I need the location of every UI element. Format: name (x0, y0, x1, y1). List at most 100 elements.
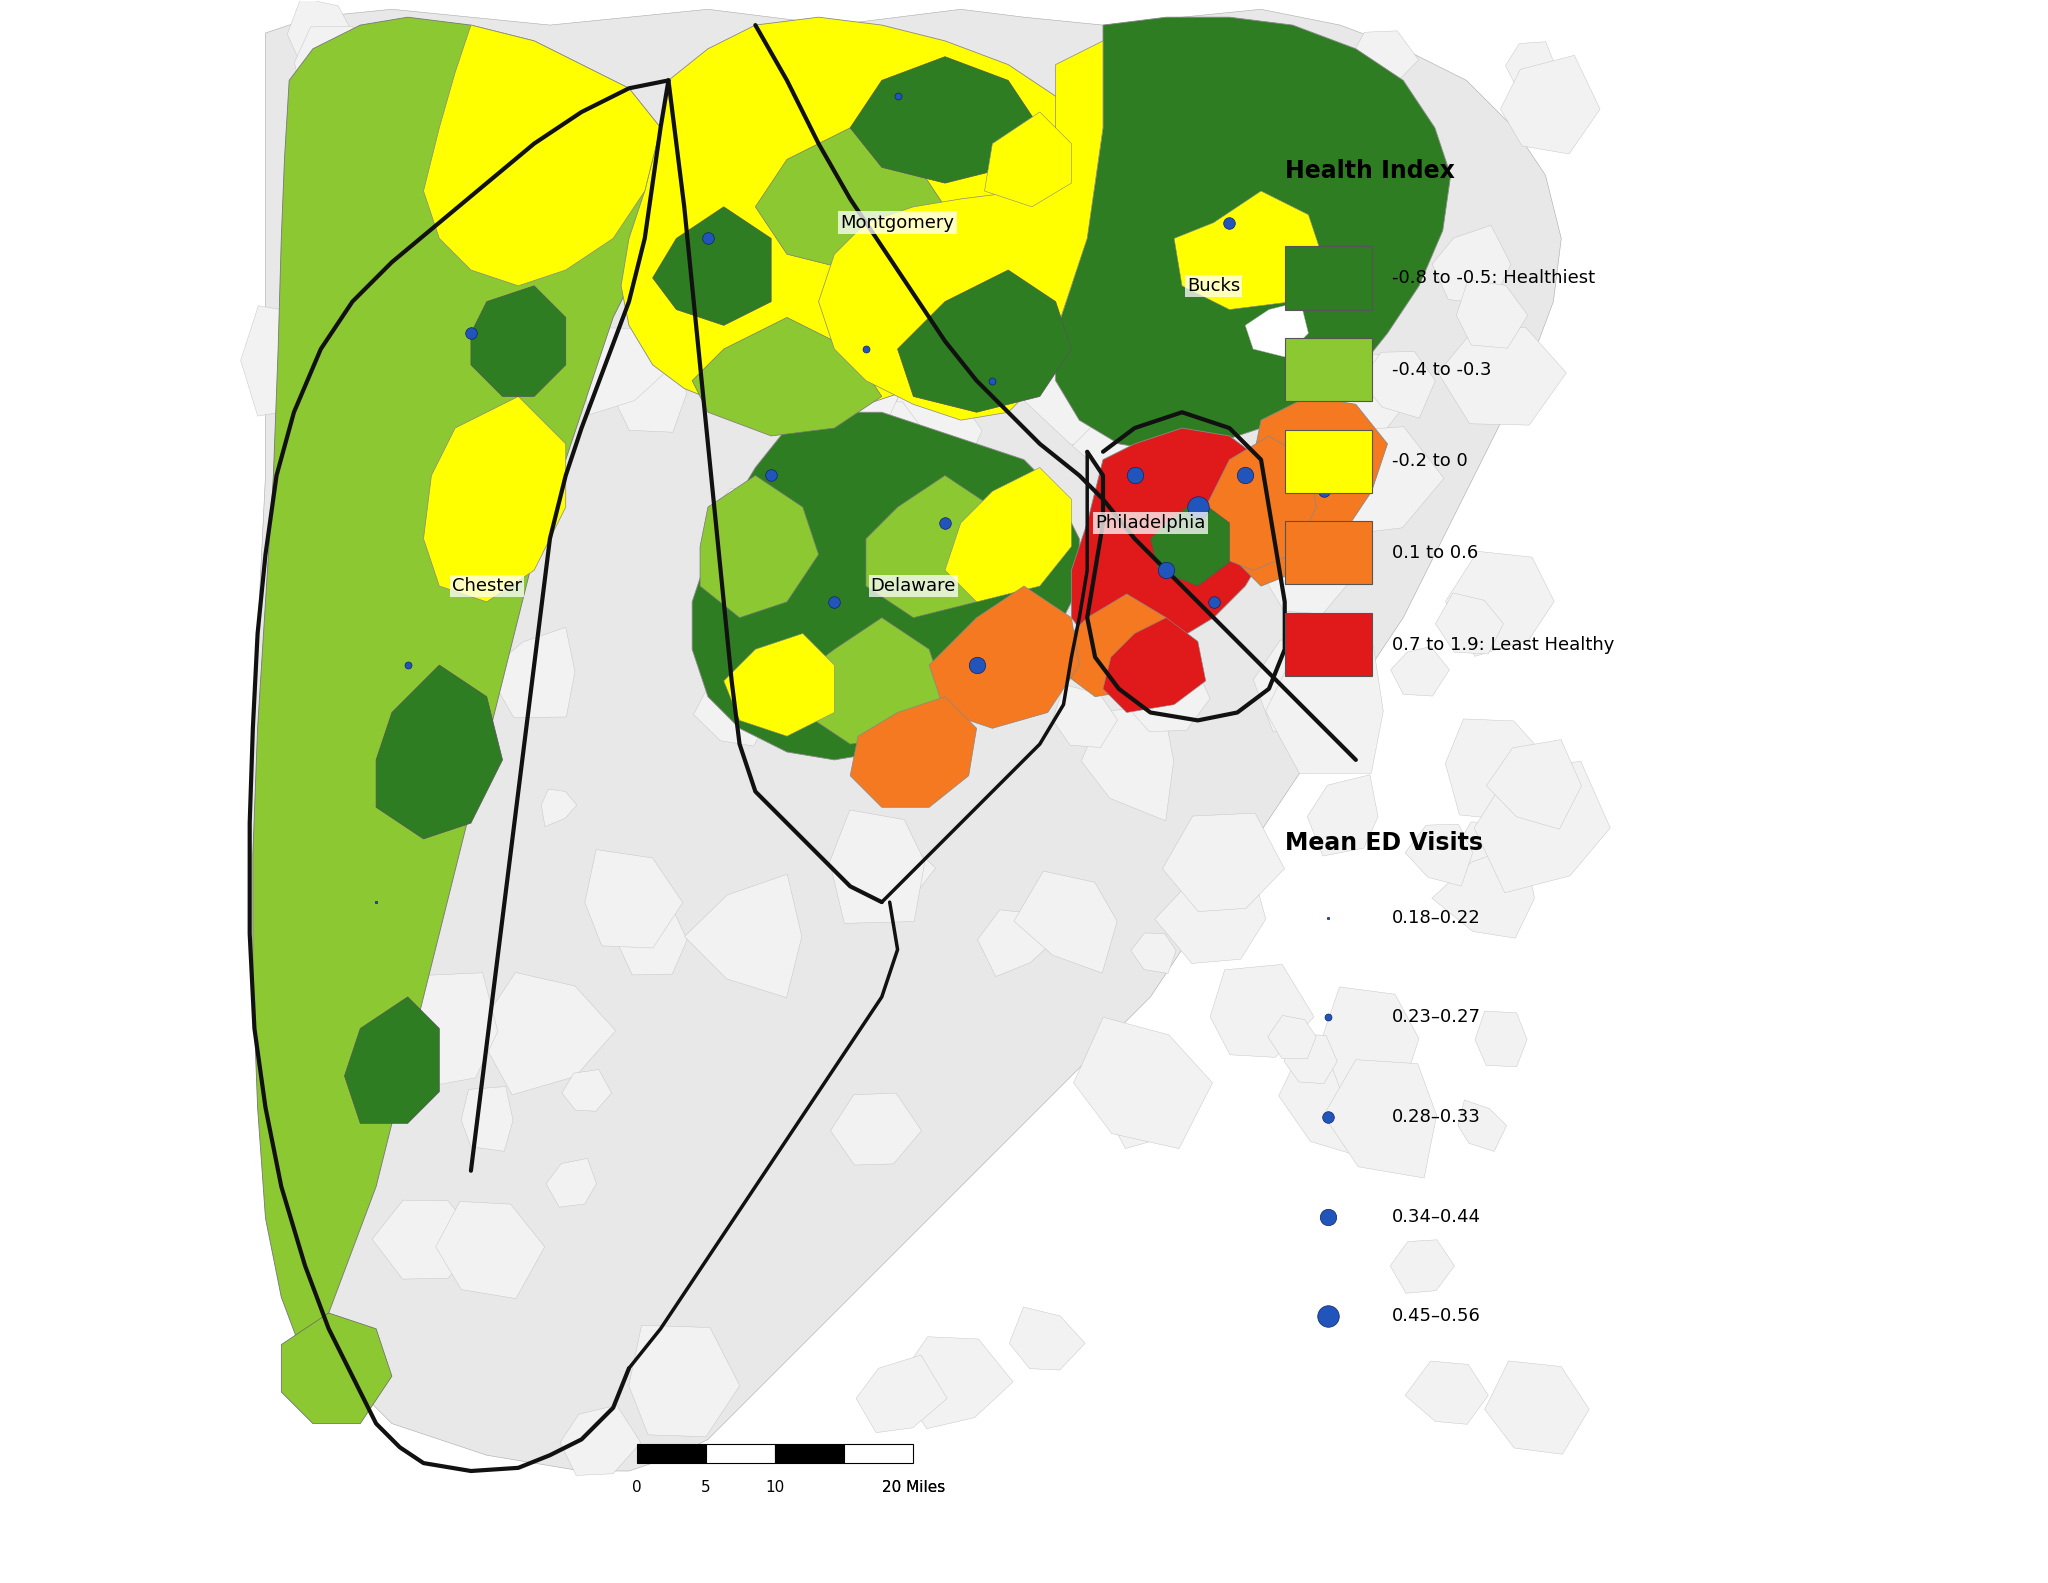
Text: 20 Miles: 20 Miles (883, 1480, 944, 1494)
Polygon shape (653, 207, 772, 326)
Text: 0.1 to 0.6: 0.1 to 0.6 (1393, 545, 1479, 562)
Point (328, 1512, 360, 1537)
Polygon shape (1014, 871, 1116, 974)
Polygon shape (377, 665, 502, 839)
Polygon shape (692, 318, 883, 435)
Polygon shape (371, 741, 471, 820)
Polygon shape (1456, 822, 1530, 888)
Polygon shape (1130, 932, 1176, 974)
Polygon shape (487, 627, 575, 717)
Text: 0.45–0.56: 0.45–0.56 (1393, 1308, 1481, 1325)
Text: -0.8 to -0.5: Healthiest: -0.8 to -0.5: Healthiest (1393, 269, 1595, 287)
Polygon shape (367, 271, 428, 325)
FancyBboxPatch shape (1284, 247, 1372, 310)
Polygon shape (1350, 30, 1419, 93)
Polygon shape (547, 1159, 596, 1208)
Polygon shape (930, 586, 1079, 728)
Polygon shape (879, 275, 961, 347)
Polygon shape (1151, 499, 1229, 586)
Polygon shape (287, 0, 354, 74)
Polygon shape (1061, 271, 1108, 329)
Polygon shape (567, 120, 625, 176)
FancyBboxPatch shape (844, 1444, 913, 1463)
Polygon shape (1151, 408, 1206, 459)
Polygon shape (897, 271, 1071, 412)
Polygon shape (1253, 636, 1360, 731)
Polygon shape (1063, 594, 1174, 697)
Polygon shape (684, 874, 803, 997)
Polygon shape (1321, 350, 1413, 448)
Polygon shape (897, 1336, 1014, 1429)
Polygon shape (1432, 225, 1511, 306)
Polygon shape (1229, 396, 1386, 586)
Polygon shape (240, 306, 338, 416)
Text: Chester: Chester (453, 578, 522, 595)
Polygon shape (803, 617, 944, 744)
Polygon shape (1475, 1012, 1528, 1067)
Polygon shape (1075, 253, 1188, 347)
Polygon shape (301, 152, 418, 260)
Polygon shape (762, 473, 801, 514)
Polygon shape (559, 1406, 641, 1475)
Polygon shape (1436, 594, 1503, 654)
Polygon shape (477, 972, 616, 1095)
Polygon shape (1323, 1059, 1436, 1178)
Text: 5: 5 (700, 1480, 711, 1494)
Text: 0.28–0.33: 0.28–0.33 (1393, 1108, 1481, 1126)
Point (328, 1502, 360, 1528)
Polygon shape (1155, 863, 1266, 964)
Polygon shape (483, 301, 567, 402)
Polygon shape (1307, 774, 1378, 856)
Polygon shape (1475, 761, 1610, 893)
Polygon shape (616, 907, 688, 975)
Polygon shape (1137, 109, 1200, 157)
Polygon shape (250, 9, 1561, 1471)
Text: 0.18–0.22: 0.18–0.22 (1393, 909, 1481, 928)
Polygon shape (702, 152, 776, 241)
Polygon shape (1458, 1100, 1507, 1151)
Polygon shape (1286, 437, 1401, 526)
Point (1212, 211, 1245, 236)
Text: Bucks: Bucks (1188, 277, 1241, 294)
Polygon shape (1284, 1034, 1337, 1083)
Polygon shape (1163, 814, 1284, 912)
Polygon shape (899, 160, 944, 206)
Point (850, 336, 883, 361)
FancyBboxPatch shape (1284, 613, 1372, 676)
Polygon shape (752, 158, 817, 218)
Polygon shape (1174, 192, 1325, 310)
Polygon shape (1128, 73, 1165, 114)
FancyBboxPatch shape (637, 1444, 707, 1463)
Point (455, 321, 487, 347)
Polygon shape (1100, 1054, 1200, 1149)
Polygon shape (885, 380, 981, 486)
Text: -0.2 to 0: -0.2 to 0 (1393, 453, 1468, 470)
Point (1309, 478, 1341, 503)
Polygon shape (1073, 1018, 1212, 1149)
Polygon shape (850, 697, 977, 807)
Polygon shape (1073, 397, 1190, 489)
Polygon shape (707, 488, 793, 557)
Polygon shape (252, 17, 668, 1360)
Polygon shape (1268, 1015, 1317, 1059)
Polygon shape (1104, 617, 1206, 712)
Polygon shape (1501, 55, 1599, 154)
Polygon shape (1081, 706, 1174, 822)
Polygon shape (1245, 302, 1309, 356)
Polygon shape (1505, 41, 1554, 90)
Polygon shape (1485, 1361, 1589, 1455)
Polygon shape (1143, 527, 1198, 579)
Polygon shape (1124, 636, 1176, 671)
Text: Delaware: Delaware (870, 578, 956, 595)
Polygon shape (629, 1325, 739, 1437)
Polygon shape (846, 402, 928, 484)
Polygon shape (1405, 1361, 1489, 1425)
Polygon shape (1313, 427, 1444, 535)
Polygon shape (1391, 646, 1450, 697)
Polygon shape (471, 287, 565, 396)
Polygon shape (612, 348, 686, 432)
Polygon shape (834, 625, 895, 679)
Point (977, 367, 1010, 393)
Polygon shape (1120, 659, 1210, 731)
Polygon shape (299, 918, 334, 956)
